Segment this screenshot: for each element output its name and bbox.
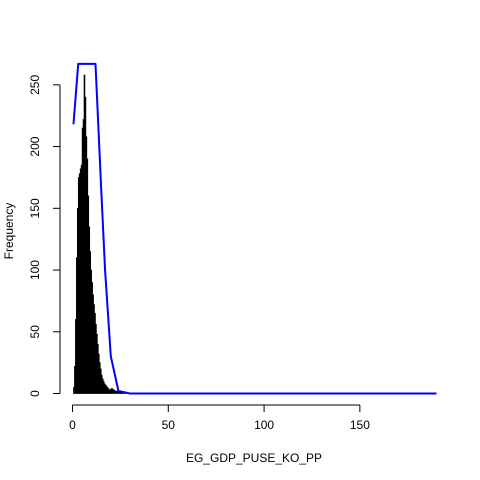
y-axis: 0 50 100 150 200 250 (28, 75, 61, 397)
y-tick-label: 100 (28, 260, 42, 280)
x-axis: 0 50 100 150 (69, 404, 370, 432)
y-tick-label: 200 (28, 136, 42, 156)
y-axis-title: Frequency (2, 203, 16, 260)
y-tick-label: 50 (28, 325, 42, 339)
y-tick-label: 0 (28, 390, 42, 397)
x-axis-title: EG_GDP_PUSE_KO_PP (186, 451, 322, 465)
x-tick-label: 100 (254, 418, 274, 432)
histogram-bars (73, 74, 127, 394)
x-tick-label: 50 (162, 418, 176, 432)
density-curve-layer (72, 62, 437, 395)
y-tick-label: 250 (28, 75, 42, 95)
y-tick-label: 150 (28, 198, 42, 218)
density-curve-line (72, 62, 437, 395)
x-tick-label: 0 (69, 418, 76, 432)
x-tick-label: 150 (350, 418, 370, 432)
